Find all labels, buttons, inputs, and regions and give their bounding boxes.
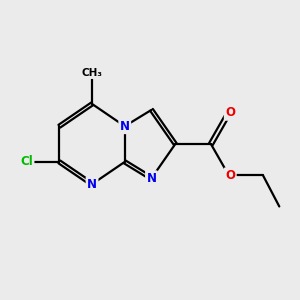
Text: N: N — [87, 178, 97, 191]
Text: O: O — [225, 169, 235, 182]
Text: N: N — [120, 120, 130, 133]
Text: CH₃: CH₃ — [82, 68, 103, 78]
Text: Cl: Cl — [20, 155, 33, 168]
Text: O: O — [225, 106, 235, 119]
Text: N: N — [146, 172, 157, 185]
